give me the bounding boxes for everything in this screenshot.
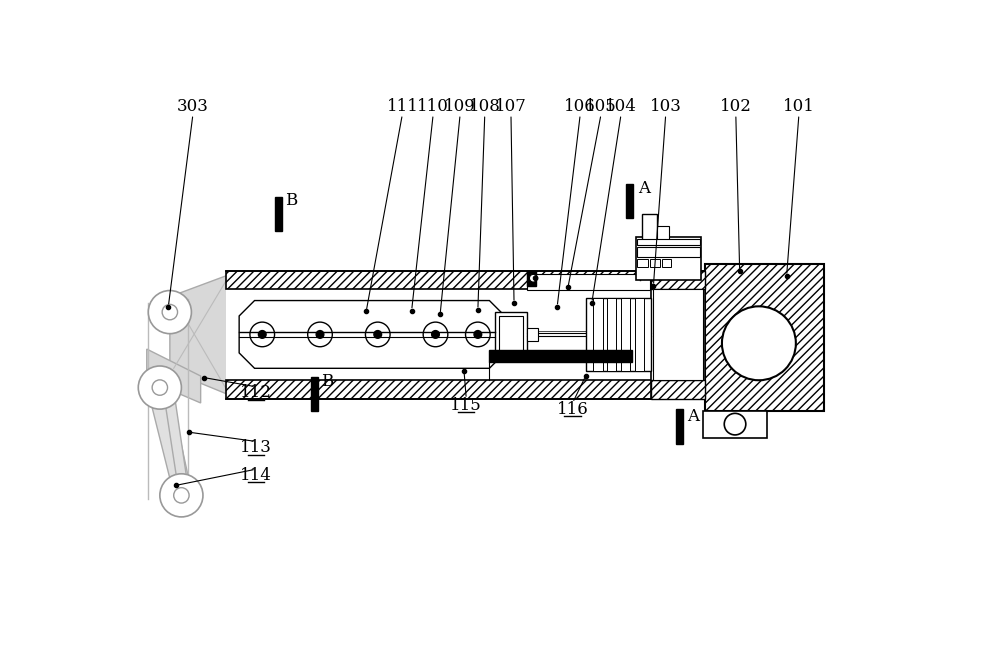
Bar (651, 271, 705, 289)
Bar (311, 377, 318, 412)
Text: 111: 111 (386, 98, 418, 115)
Text: 110: 110 (417, 98, 449, 115)
Text: 101: 101 (783, 98, 815, 115)
Bar (650, 259, 660, 267)
Text: 112: 112 (240, 385, 272, 402)
Bar (676, 409, 683, 444)
Text: 114: 114 (240, 467, 272, 484)
Bar (626, 184, 633, 218)
Bar (653, 289, 703, 380)
Text: 115: 115 (450, 396, 482, 414)
Bar (653, 289, 703, 380)
Bar (662, 259, 671, 267)
Bar (637, 247, 700, 257)
Text: 109: 109 (444, 98, 476, 115)
Circle shape (466, 322, 490, 347)
Bar (586, 298, 651, 371)
Bar (635, 298, 644, 371)
Polygon shape (239, 300, 505, 369)
Circle shape (722, 306, 796, 381)
Polygon shape (149, 395, 191, 488)
Text: A: A (687, 408, 699, 426)
Circle shape (174, 488, 189, 503)
Circle shape (432, 331, 439, 338)
Polygon shape (147, 349, 201, 403)
Circle shape (533, 276, 538, 280)
Bar (527, 328, 538, 341)
Bar (607, 298, 616, 371)
Text: 105: 105 (585, 98, 617, 115)
Bar (495, 312, 527, 357)
Text: B: B (285, 192, 298, 209)
Bar (651, 380, 705, 399)
Circle shape (148, 290, 191, 333)
Bar (651, 271, 705, 399)
Text: 102: 102 (720, 98, 752, 115)
Circle shape (316, 331, 324, 338)
Text: 106: 106 (564, 98, 596, 115)
Circle shape (308, 322, 332, 347)
Polygon shape (170, 274, 230, 395)
Bar (226, 380, 705, 399)
Text: 116: 116 (557, 400, 588, 418)
Circle shape (374, 331, 382, 338)
Bar (593, 298, 603, 371)
Bar (636, 237, 701, 280)
Bar (637, 239, 700, 245)
Circle shape (138, 366, 181, 409)
Text: 107: 107 (495, 98, 527, 115)
Circle shape (423, 322, 448, 347)
Circle shape (474, 331, 482, 338)
Bar (527, 274, 650, 290)
Bar (705, 265, 824, 410)
Text: 113: 113 (240, 439, 272, 456)
Circle shape (162, 304, 178, 320)
Bar (642, 214, 657, 241)
Text: 303: 303 (177, 98, 209, 115)
Circle shape (160, 474, 203, 517)
Circle shape (258, 331, 266, 338)
Bar (226, 271, 705, 289)
Polygon shape (162, 380, 188, 484)
Text: 104: 104 (605, 98, 637, 115)
Circle shape (152, 380, 168, 395)
Bar (637, 259, 648, 267)
Bar (703, 410, 767, 438)
Text: 108: 108 (469, 98, 501, 115)
Text: B: B (322, 373, 334, 390)
Bar (657, 226, 669, 241)
Bar (527, 271, 536, 286)
Bar (275, 197, 282, 231)
Circle shape (365, 322, 390, 347)
Bar (621, 298, 630, 371)
Circle shape (529, 274, 537, 282)
Text: 103: 103 (650, 98, 682, 115)
Bar (499, 316, 523, 353)
Circle shape (250, 322, 275, 347)
Bar (489, 350, 632, 362)
Bar (226, 289, 705, 380)
Circle shape (724, 413, 746, 435)
Text: A: A (638, 180, 650, 198)
